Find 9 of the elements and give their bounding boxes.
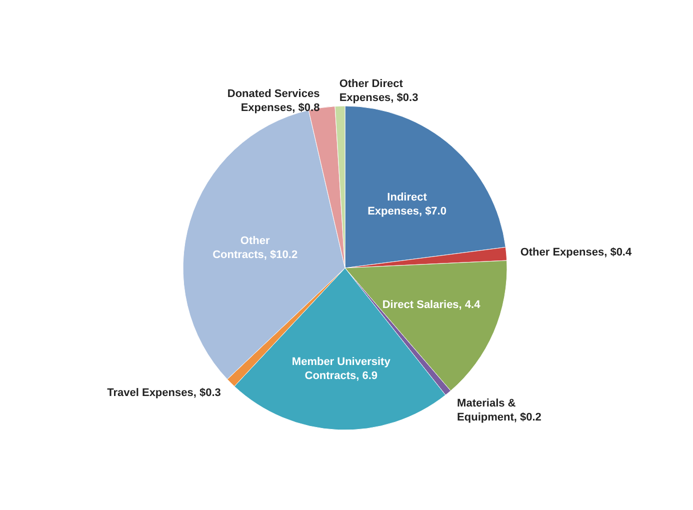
slice-label: Member University Contracts, 6.9 — [292, 356, 392, 382]
slice-label: Travel Expenses, $0.3 — [107, 386, 221, 399]
slice-label: Other Direct Expenses, $0.3 — [339, 78, 418, 104]
slice-label: Donated Services Expenses, $0.8 — [227, 88, 320, 114]
slice-label: Other Expenses, $0.4 — [520, 246, 632, 259]
slice-label: Direct Salaries, 4.4 — [382, 299, 482, 312]
slice-label: Materials & Equipment, $0.2 — [457, 398, 542, 424]
slice-label: Indirect Expenses, $7.0 — [368, 191, 446, 218]
slice-label: Other Contracts, $10.2 — [212, 234, 298, 261]
